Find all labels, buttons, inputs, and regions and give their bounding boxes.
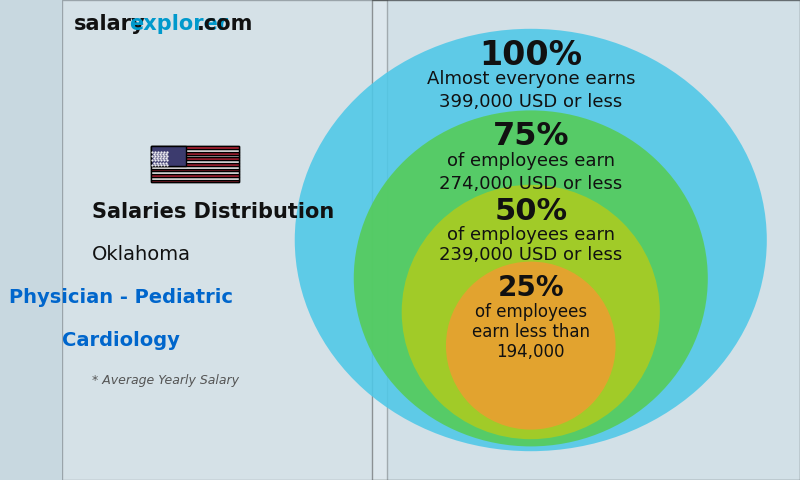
Text: Almost everyone earns: Almost everyone earns [426,70,635,88]
FancyBboxPatch shape [151,146,239,149]
FancyBboxPatch shape [151,152,239,155]
Text: 100%: 100% [479,39,582,72]
Text: of employees: of employees [474,303,587,321]
Text: 50%: 50% [494,197,567,226]
Ellipse shape [354,110,708,446]
FancyBboxPatch shape [151,171,239,174]
Text: 75%: 75% [493,121,569,152]
Text: 399,000 USD or less: 399,000 USD or less [439,93,622,111]
FancyBboxPatch shape [62,0,387,480]
Text: 25%: 25% [498,274,564,302]
FancyBboxPatch shape [151,157,239,160]
FancyBboxPatch shape [151,160,239,163]
FancyBboxPatch shape [151,168,239,171]
Text: 274,000 USD or less: 274,000 USD or less [439,175,622,193]
Text: explorer: explorer [129,14,228,35]
Text: Cardiology: Cardiology [62,331,180,350]
Text: 239,000 USD or less: 239,000 USD or less [439,246,622,264]
Text: earn less than: earn less than [472,323,590,341]
Text: of employees earn: of employees earn [446,226,614,244]
FancyBboxPatch shape [151,166,239,168]
FancyBboxPatch shape [151,146,239,182]
FancyBboxPatch shape [372,0,800,480]
FancyBboxPatch shape [151,155,239,157]
Ellipse shape [402,185,660,439]
Text: .com: .com [197,14,253,35]
FancyBboxPatch shape [151,146,186,166]
FancyBboxPatch shape [151,174,239,177]
Text: * Average Yearly Salary: * Average Yearly Salary [92,374,239,387]
Text: of employees earn: of employees earn [446,152,614,170]
FancyBboxPatch shape [151,149,239,152]
Text: salary: salary [74,14,145,35]
Text: Physician - Pediatric: Physician - Pediatric [10,288,234,307]
FancyBboxPatch shape [151,180,239,182]
Ellipse shape [294,29,767,451]
FancyBboxPatch shape [151,177,239,180]
FancyBboxPatch shape [151,163,239,166]
Text: 194,000: 194,000 [497,343,565,361]
Ellipse shape [446,262,616,430]
Text: Salaries Distribution: Salaries Distribution [92,202,334,222]
Text: Oklahoma: Oklahoma [92,245,191,264]
